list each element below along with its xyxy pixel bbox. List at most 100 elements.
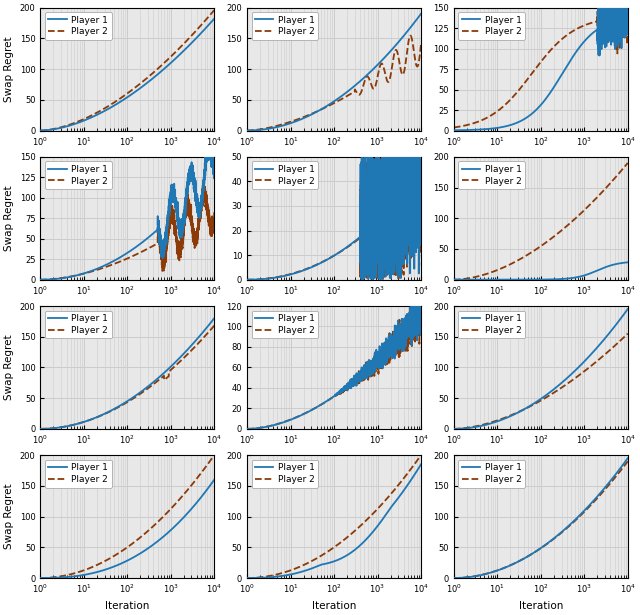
Player 1 (593, 344, 601, 352)
Player 1 (356, 233, 364, 240)
Player 1 (179, 514, 187, 522)
Player 1 (166, 60, 174, 67)
Player 2 (481, 420, 489, 427)
Player 2 (200, 180, 207, 187)
Line: Player 1: Player 1 (40, 480, 214, 578)
Player 2 (593, 18, 601, 25)
Line: Player 2: Player 2 (247, 299, 421, 429)
Player 1 (450, 574, 458, 582)
Player 1 (275, 123, 282, 130)
Player 2 (580, 368, 588, 376)
X-axis label: Iteration: Iteration (518, 601, 563, 611)
Player 2 (580, 207, 588, 215)
Player 1 (417, 301, 425, 308)
Player 1 (416, 290, 424, 297)
Line: Player 1: Player 1 (247, 53, 421, 280)
Player 2 (179, 237, 187, 244)
Player 2 (624, 458, 632, 465)
Player 1 (373, 354, 381, 362)
Line: Player 1: Player 1 (454, 309, 628, 429)
Player 1 (563, 62, 571, 69)
Player 1 (563, 375, 571, 382)
Player 2 (593, 495, 601, 502)
Player 1 (310, 564, 317, 571)
Player 2 (179, 355, 187, 362)
Player 2 (356, 234, 364, 242)
Player 1 (179, 47, 187, 55)
Player 2 (103, 263, 111, 271)
Player 2 (211, 451, 218, 459)
Player 1 (150, 541, 157, 548)
Player 1 (348, 549, 355, 556)
Player 2 (417, 138, 425, 146)
Player 1 (205, 136, 212, 143)
Player 2 (373, 357, 381, 364)
Player 2 (450, 425, 458, 432)
Player 1 (150, 378, 157, 386)
Player 2 (414, 295, 422, 303)
Player 1 (373, 218, 381, 226)
Player 1 (310, 110, 317, 117)
Player 2 (211, 6, 218, 14)
Player 1 (593, 493, 601, 501)
Player 2 (624, 159, 632, 167)
Y-axis label: Swap Regret: Swap Regret (4, 484, 14, 549)
Player 2 (516, 408, 524, 415)
Line: Player 1: Player 1 (247, 293, 421, 429)
Player 2 (103, 103, 111, 111)
Player 2 (386, 347, 394, 355)
Legend: Player 1, Player 2: Player 1, Player 2 (45, 12, 111, 40)
Player 1 (348, 377, 355, 384)
Player 2 (68, 272, 76, 280)
Line: Player 1: Player 1 (454, 263, 628, 280)
Player 2 (356, 90, 364, 98)
Player 1 (243, 425, 251, 432)
Line: Player 1: Player 1 (40, 140, 214, 280)
Player 2 (275, 122, 282, 129)
Player 2 (373, 215, 381, 223)
Player 2 (243, 425, 251, 432)
Player 2 (593, 194, 601, 201)
Player 1 (243, 127, 251, 134)
Player 2 (481, 570, 489, 577)
Player 2 (310, 405, 317, 413)
Player 1 (412, 49, 419, 57)
Player 2 (450, 574, 458, 582)
Player 1 (373, 523, 381, 531)
Player 2 (141, 247, 148, 254)
Player 2 (356, 370, 364, 377)
Player 2 (554, 386, 562, 394)
Player 2 (310, 557, 317, 564)
Player 2 (516, 85, 524, 92)
Player 1 (68, 421, 76, 429)
Line: Player 1: Player 1 (454, 0, 628, 130)
Player 1 (386, 236, 394, 243)
Player 1 (356, 77, 364, 85)
Player 1 (36, 574, 44, 582)
Player 1 (624, 14, 632, 21)
Player 1 (310, 263, 317, 270)
Y-axis label: Swap Regret: Swap Regret (4, 186, 14, 251)
Player 2 (412, 73, 419, 81)
Player 1 (593, 267, 601, 274)
Player 2 (386, 491, 394, 499)
Player 2 (373, 506, 381, 514)
Player 2 (211, 209, 218, 216)
Player 1 (516, 408, 524, 415)
Legend: Player 1, Player 2: Player 1, Player 2 (45, 161, 111, 189)
Player 1 (356, 368, 364, 376)
Line: Player 2: Player 2 (454, 334, 628, 429)
Player 1 (275, 420, 282, 427)
Line: Player 2: Player 2 (40, 183, 214, 280)
Line: Player 2: Player 2 (247, 77, 421, 280)
Player 1 (275, 573, 282, 580)
Legend: Player 1, Player 2: Player 1, Player 2 (458, 161, 525, 189)
Player 2 (68, 120, 76, 127)
Line: Player 2: Player 2 (247, 455, 421, 578)
Player 1 (386, 505, 394, 512)
Player 1 (373, 62, 381, 69)
Player 2 (141, 387, 148, 394)
Player 1 (554, 77, 562, 84)
Player 1 (310, 405, 317, 413)
Player 1 (179, 221, 187, 228)
